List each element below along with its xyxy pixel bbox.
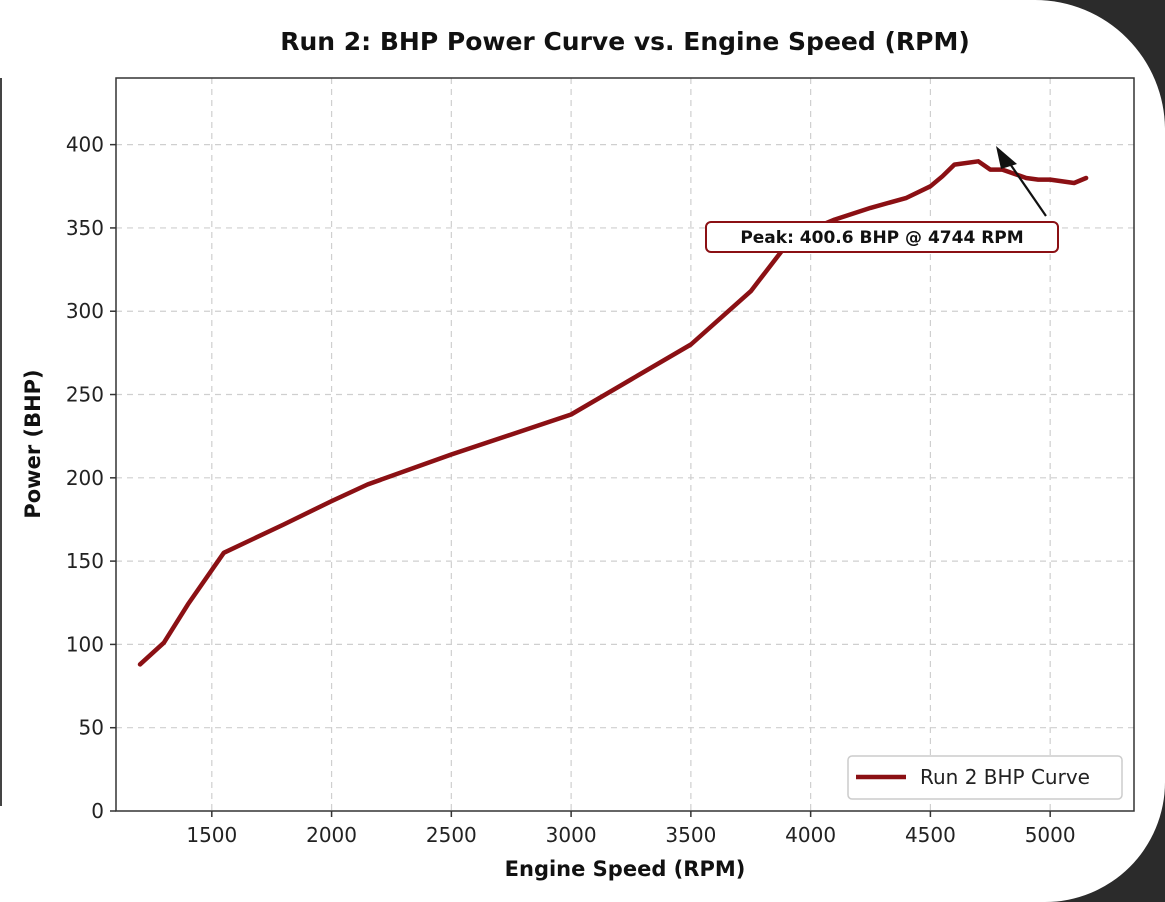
x-tick-label: 3500: [665, 823, 716, 847]
x-tick-label: 4500: [905, 823, 956, 847]
chart-title: Run 2: BHP Power Curve vs. Engine Speed …: [280, 27, 970, 56]
left-edge-divider: [0, 78, 2, 806]
x-tick-label: 3000: [546, 823, 597, 847]
y-tick-label: 250: [66, 383, 104, 407]
y-tick-label: 100: [66, 632, 104, 656]
y-tick-label: 300: [66, 299, 104, 323]
grid-lines: [116, 78, 1134, 811]
y-tick-label: 400: [66, 133, 104, 157]
x-tick-label: 4000: [785, 823, 836, 847]
peak-annotation-text: Peak: 400.6 BHP @ 4744 RPM: [740, 228, 1023, 248]
y-axis-label: Power (BHP): [21, 369, 45, 518]
legend-box: [847, 755, 1123, 800]
legend-label-run-2-bhp-curve: Run 2 BHP Curve: [920, 765, 1090, 789]
peak-annotation-box: [705, 221, 1059, 253]
y-tick-label: 350: [66, 216, 104, 240]
y-tick-label: 150: [66, 549, 104, 573]
x-tick-label: 1500: [186, 823, 237, 847]
x-tick-label: 2000: [306, 823, 357, 847]
peak-arrow-shaft: [1005, 157, 1047, 217]
peak-annotation: Peak: 400.6 BHP @ 4744 RPM: [705, 146, 1059, 253]
chart-legend: Run 2 BHP Curve: [847, 755, 1123, 800]
x-axis-ticks: 1500 2000 2500 3000 3500 4000 4500 5000: [186, 811, 1076, 847]
x-axis-label: Engine Speed (RPM): [505, 857, 746, 881]
peak-arrow-head: [996, 146, 1017, 169]
y-tick-label: 50: [79, 716, 104, 740]
x-tick-label: 5000: [1025, 823, 1076, 847]
y-axis-ticks: 0 50 100 150 200 250 300 350 400: [66, 133, 116, 823]
plot-area-frame: [115, 77, 1135, 812]
x-tick-label: 2500: [426, 823, 477, 847]
y-tick-label: 200: [66, 466, 104, 490]
y-tick-label: 0: [91, 799, 104, 823]
